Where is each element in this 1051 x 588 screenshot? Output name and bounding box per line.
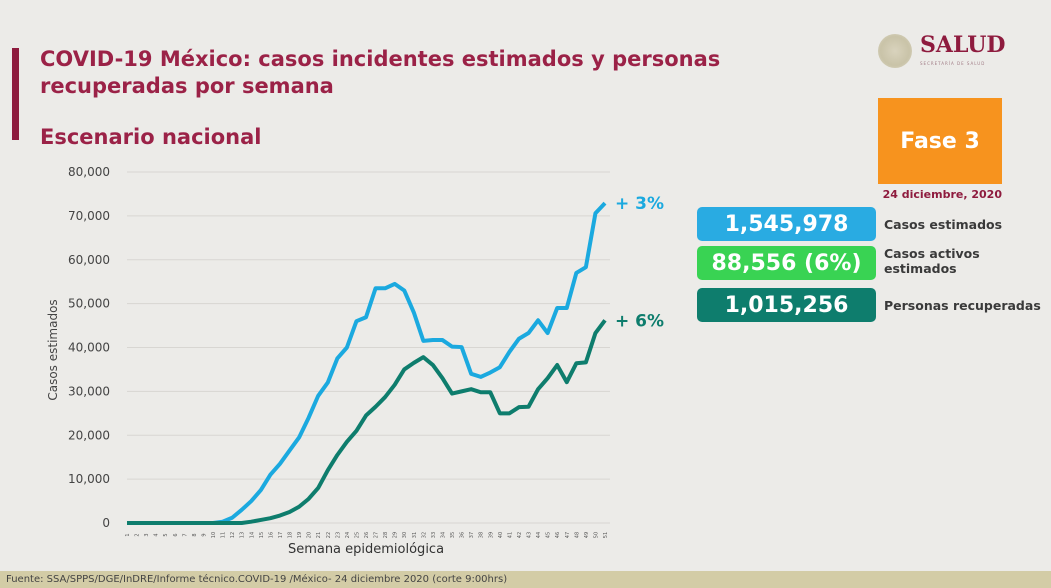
x-tick-label: 22 [326, 532, 332, 538]
x-tick-label: 30 [402, 532, 408, 538]
seal-icon [878, 34, 912, 68]
x-tick-label: 28 [383, 532, 389, 538]
x-tick-label: 29 [393, 532, 399, 538]
x-tick-label: 48 [574, 532, 580, 538]
x-tick-label: 42 [517, 532, 523, 538]
x-tick-label: 3 [144, 533, 150, 536]
x-tick-label: 38 [479, 532, 485, 538]
x-tick-label: 40 [498, 532, 504, 538]
x-axis-label: Semana epidemiológica [288, 542, 444, 557]
x-tick-label: 14 [249, 532, 255, 538]
x-tick-label: 23 [335, 532, 341, 538]
logo-word: SALUD [920, 32, 1006, 58]
stat-label-recovered: Personas recuperadas [884, 298, 1041, 313]
x-tick-label: 2 [135, 533, 141, 536]
logo-subtitle: SECRETARÍA DE SALUD [920, 61, 986, 66]
x-tick-label: 12 [230, 532, 236, 538]
x-tick-label: 11 [221, 532, 227, 538]
source-footer: Fuente: SSA/SPPS/DGE/InDRE/Informe técni… [0, 571, 1051, 588]
x-tick-label: 34 [440, 532, 446, 538]
stat-recovered: 1,015,256 [697, 288, 876, 322]
x-tick-label: 1 [125, 533, 131, 536]
x-tick-label: 4 [154, 533, 160, 536]
x-tick-label: 47 [565, 532, 571, 538]
x-tick-label: 44 [536, 532, 542, 538]
x-tick-label: 51 [603, 532, 609, 538]
x-tick-label: 7 [182, 533, 188, 536]
salud-logo: SALUD SECRETARÍA DE SALUD [876, 32, 1016, 76]
x-tick-label: 17 [278, 532, 284, 538]
phase-badge: Fase 3 [878, 98, 1002, 184]
line-chart: Casos estimados Semana epidemiológica 0 1… [46, 165, 664, 557]
y-tick-label: 80,000 [68, 165, 110, 179]
x-tick-label: 20 [307, 532, 313, 538]
x-tick-label: 21 [316, 532, 322, 538]
x-tick-label: 25 [354, 532, 360, 538]
series-line-0 [127, 201, 607, 525]
x-tick-label: 45 [546, 532, 552, 538]
x-tick-label: 36 [460, 532, 466, 538]
y-tick-label: 10,000 [68, 472, 110, 486]
x-tick-label: 5 [163, 533, 169, 536]
x-tick-label: 26 [364, 532, 370, 538]
page-title: COVID-19 México: casos incidentes estima… [40, 47, 721, 98]
x-tick-label: 31 [412, 532, 418, 538]
accent-bar [12, 48, 19, 140]
y-tick-label: 20,000 [68, 428, 110, 442]
stat-estimated-cases: 1,545,978 [697, 207, 876, 241]
y-tick-label: 30,000 [68, 384, 110, 398]
report-date: 24 diciembre, 2020 [882, 188, 1002, 201]
series-line-1 [127, 319, 607, 525]
x-tick-label: 19 [297, 532, 303, 538]
page-subtitle: Escenario nacional [40, 125, 262, 149]
series-end-label: + 3% [615, 194, 664, 214]
y-axis-label: Casos estimados [46, 299, 60, 400]
x-tick-label: 8 [192, 533, 198, 536]
y-tick-label: 60,000 [68, 253, 110, 267]
stat-label-active-cases: Casos activos estimados [884, 246, 980, 276]
x-tick-label: 46 [555, 532, 561, 538]
x-tick-label: 43 [527, 532, 533, 538]
y-tick-label: 0 [102, 516, 110, 530]
x-tick-label: 18 [288, 532, 294, 538]
x-tick-label: 39 [488, 532, 494, 538]
y-tick-label: 50,000 [68, 297, 110, 311]
x-tick-label: 13 [240, 532, 246, 538]
x-tick-label: 27 [374, 532, 380, 538]
x-tick-label: 10 [211, 532, 217, 538]
series-end-label: + 6% [615, 311, 664, 331]
x-tick-label: 6 [173, 533, 179, 536]
x-tick-label: 9 [201, 533, 207, 536]
x-tick-label: 37 [469, 532, 475, 538]
stat-label-estimated-cases: Casos estimados [884, 217, 1003, 232]
y-tick-label: 40,000 [68, 341, 110, 355]
x-tick-label: 35 [450, 532, 456, 538]
x-tick-label: 32 [421, 532, 427, 538]
x-tick-label: 24 [345, 532, 351, 538]
x-tick-label: 15 [259, 532, 265, 538]
y-tick-label: 70,000 [68, 209, 110, 223]
stat-active-cases: 88,556 (6%) [697, 246, 876, 280]
x-tick-label: 50 [593, 532, 599, 538]
x-tick-label: 41 [507, 532, 513, 538]
x-tick-label: 49 [584, 532, 590, 538]
x-tick-label: 33 [431, 532, 437, 538]
x-tick-label: 16 [268, 532, 274, 538]
